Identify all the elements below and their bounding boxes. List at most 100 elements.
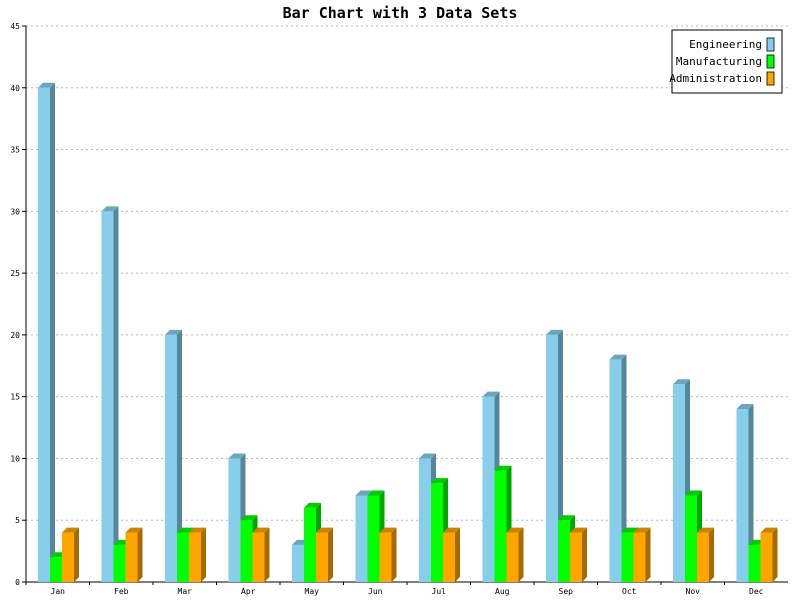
y-tick-label: 30 [10, 207, 20, 216]
x-tick-label: Dec [749, 587, 764, 596]
y-tick-label: 40 [10, 84, 20, 93]
bar-engineering-dec [736, 404, 754, 582]
bar-front [252, 532, 265, 582]
bar-front [62, 532, 74, 582]
bar-top [736, 404, 754, 410]
bar-side [518, 527, 524, 582]
bar-front [50, 557, 62, 582]
bar-side [772, 527, 778, 582]
bar-front [431, 483, 443, 582]
bar-top [165, 329, 182, 335]
bar-front [379, 532, 392, 582]
bar-front [685, 495, 697, 582]
bar-administration-jun [379, 527, 397, 582]
bar-top [240, 515, 258, 521]
bar-front [419, 458, 431, 582]
bar-side [391, 527, 397, 582]
bar-top [101, 206, 119, 212]
bar-front [189, 532, 201, 582]
bar-side [582, 527, 587, 582]
x-tick-label: Jul [432, 587, 447, 596]
x-tick-label: Jan [51, 587, 66, 596]
bar-side [74, 527, 79, 582]
bar-administration-aug [506, 527, 524, 582]
bar-top [494, 465, 512, 471]
bar-top [228, 453, 246, 459]
bar-front [228, 458, 241, 582]
bar-top [482, 391, 500, 397]
bar-front [177, 532, 189, 582]
x-tick-label: Feb [114, 587, 129, 596]
bar-side [264, 527, 270, 582]
x-tick-label: Jun [368, 587, 383, 596]
bar-top [304, 502, 321, 508]
bar-front [125, 532, 138, 582]
y-tick-label: 25 [10, 269, 20, 278]
bar-front [482, 396, 495, 582]
bar-front [570, 532, 582, 582]
x-tick-label: May [305, 587, 320, 596]
bar-front [621, 532, 634, 582]
bar-top [355, 490, 373, 496]
bar-top [633, 527, 651, 533]
legend-box [671, 29, 783, 94]
bar-front [367, 495, 380, 582]
bar-front [506, 532, 519, 582]
bar-top [443, 527, 460, 533]
bar-top [506, 527, 524, 533]
bar-top [177, 527, 194, 533]
bar-top [760, 527, 778, 533]
bar-front [165, 334, 177, 582]
bar-administration-nov [697, 527, 714, 582]
bar-top [379, 527, 397, 533]
bar-top [419, 453, 436, 459]
x-tick-label: Apr [241, 587, 256, 596]
legend: Engineering Manufacturing Administration [669, 29, 783, 94]
bar-front [240, 520, 253, 582]
bar-side [137, 527, 143, 582]
bar-administration-feb [125, 527, 143, 582]
bar-side [113, 206, 119, 583]
bar-side [709, 527, 714, 582]
chart-title: Bar Chart with 3 Data Sets [283, 4, 518, 22]
y-tick-label: 15 [10, 393, 20, 402]
bar-side [201, 527, 206, 582]
bar-top [685, 490, 702, 496]
legend-swatch-administration [766, 71, 775, 86]
bar-top [609, 354, 627, 360]
bar-side [645, 527, 651, 582]
bar-top [189, 527, 206, 533]
bar-front [113, 544, 126, 582]
bar-top [125, 527, 143, 533]
y-tick-label: 45 [10, 22, 20, 31]
legend-swatch-manufacturing [766, 54, 775, 69]
bar-front [558, 520, 570, 582]
bar-side [621, 354, 627, 582]
bar-administration-mar [189, 527, 206, 582]
y-tick-label: 35 [10, 146, 20, 155]
gridlines [26, 25, 788, 521]
bar-front [748, 544, 761, 582]
bar-administration-apr [252, 527, 270, 582]
legend-swatch-engineering [766, 37, 775, 52]
y-tick-label: 10 [10, 454, 20, 463]
y-tick-label: 5 [15, 516, 20, 525]
bars [38, 82, 778, 583]
x-tick-label: Aug [495, 587, 510, 596]
bar-engineering-mar [165, 329, 182, 582]
bar-engineering-feb [101, 206, 119, 583]
bar-side [50, 82, 55, 583]
bar-top [673, 379, 690, 385]
x-tick-label: Sep [559, 587, 574, 596]
axes: 0 5 10 15 20 25 30 35 40 45 Jan Feb Mar Apr May Jun Jul A… [10, 22, 788, 596]
bar-administration-may [316, 527, 333, 582]
bar-top [570, 527, 587, 533]
y-tick-label: 20 [10, 331, 20, 340]
legend-label-manufacturing: Manufacturing [676, 55, 762, 68]
bar-side [177, 329, 182, 582]
bar-front [316, 532, 328, 582]
bar-top [621, 527, 639, 533]
bar-top [558, 515, 575, 521]
bar-top [431, 478, 448, 484]
